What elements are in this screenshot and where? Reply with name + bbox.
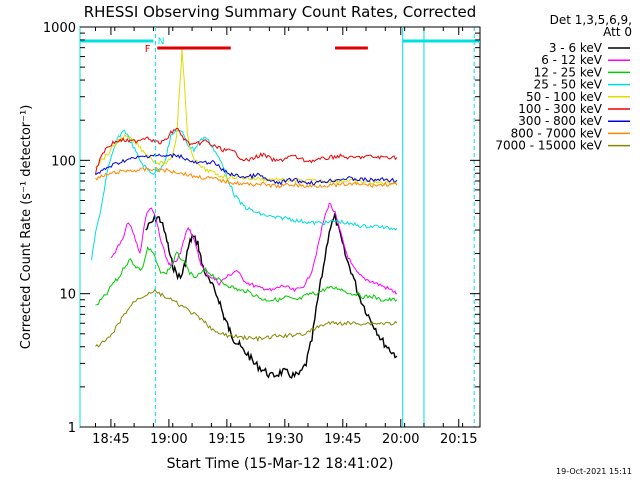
series-line-800-7000-kev (95, 166, 398, 189)
legend-label-3-6-kev: 3 - 6 keV (549, 41, 603, 55)
series-line-300-800-kev (95, 152, 398, 186)
y-tick-label: 1 (68, 421, 76, 436)
x-tick-label: 19:30 (266, 432, 303, 447)
x-tick-label: 18:45 (92, 432, 129, 447)
flag-layer: FN (79, 27, 480, 427)
legend-label-7000-15000-kev: 7000 - 15000 keV (495, 139, 602, 153)
legend-label-12-25-kev: 12 - 25 keV (534, 65, 603, 79)
series-line-50-100-kev (95, 47, 398, 186)
series-line-100-300-kev (95, 127, 398, 175)
series-line-3-6-kev (145, 212, 398, 379)
legend-label-300-800-kev: 300 - 800 keV (518, 114, 602, 128)
y-axis-label: Corrected Count Rate (s⁻¹ detector⁻¹) (19, 105, 34, 350)
series-line-12-25-kev (95, 246, 398, 306)
x-tick-label: 19:15 (208, 432, 245, 447)
series-line-6-12-kev (110, 202, 397, 295)
legend-header-line-1: Det 1,3,5,6,9, (550, 13, 632, 27)
legend-label-50-100-kev: 50 - 100 keV (526, 90, 603, 104)
legend-label-25-50-kev: 25 - 50 keV (534, 78, 603, 92)
y-tick-label: 100 (51, 154, 76, 169)
x-axis-label: Start Time (15-Mar-12 18:41:02) (167, 456, 394, 472)
flare-flag-label: F (145, 44, 151, 55)
y-tick-label: 10 (59, 288, 76, 303)
y-tick-label: 1000 (43, 21, 76, 36)
footer-date: 19-Oct-2021 15:11 (556, 467, 632, 476)
series-line-7000-15000-kev (95, 288, 398, 348)
legend-label-100-300-kev: 100 - 300 keV (518, 102, 602, 116)
series-layer (91, 47, 398, 379)
series-line-25-50-kev (91, 129, 398, 261)
legend-label-6-12-kev: 6 - 12 keV (541, 53, 603, 67)
x-tick-label: 19:45 (324, 432, 361, 447)
legend-label-800-7000-kev: 800 - 7000 keV (511, 126, 603, 140)
x-tick-label: 20:00 (382, 432, 419, 447)
chart-title: RHESSI Observing Summary Count Rates, Co… (84, 3, 477, 21)
axis-layer: 18:45 19:00 19:15 19:30 19:45 20:00 20:15 1 10 10… (43, 21, 480, 447)
night-flag-label: N (158, 37, 165, 47)
legend-header-line-2: Att 0 (603, 25, 632, 39)
x-tick-label: 20:15 (440, 432, 477, 447)
x-tick-label: 19:00 (150, 432, 187, 447)
